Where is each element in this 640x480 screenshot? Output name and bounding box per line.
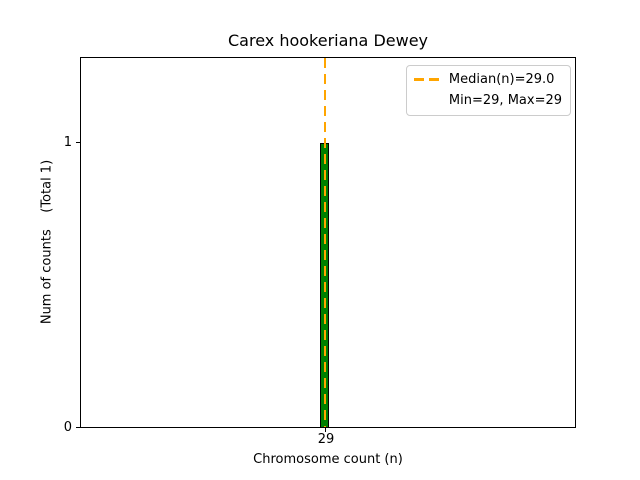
x-tick-mark-29 xyxy=(325,428,326,432)
plot-area: Median(n)=29.0 Min=29, Max=29 xyxy=(80,57,576,428)
legend: Median(n)=29.0 Min=29, Max=29 xyxy=(405,65,571,116)
y-tick-label-1: 1 xyxy=(63,135,72,150)
legend-spacer xyxy=(414,99,441,102)
y-tick-mark-0 xyxy=(76,427,80,428)
orange-dashed-line-icon xyxy=(413,78,441,81)
legend-item-median: Median(n)=29.0 xyxy=(413,70,562,89)
x-tick-label-29: 29 xyxy=(317,432,335,447)
y-tick-mark-1 xyxy=(76,142,80,143)
legend-label-median: Median(n)=29.0 xyxy=(448,72,555,87)
x-axis-label: Chromosome count (n) xyxy=(253,452,403,467)
median-line xyxy=(324,58,326,427)
legend-label-minmax: Min=29, Max=29 xyxy=(448,93,562,108)
chart-title: Carex hookeriana Dewey xyxy=(228,31,428,50)
y-axis-label: Num of counts (Total 1) xyxy=(39,159,55,325)
y-tick-label-0: 0 xyxy=(63,420,72,435)
legend-item-minmax: Min=29, Max=29 xyxy=(414,91,562,110)
